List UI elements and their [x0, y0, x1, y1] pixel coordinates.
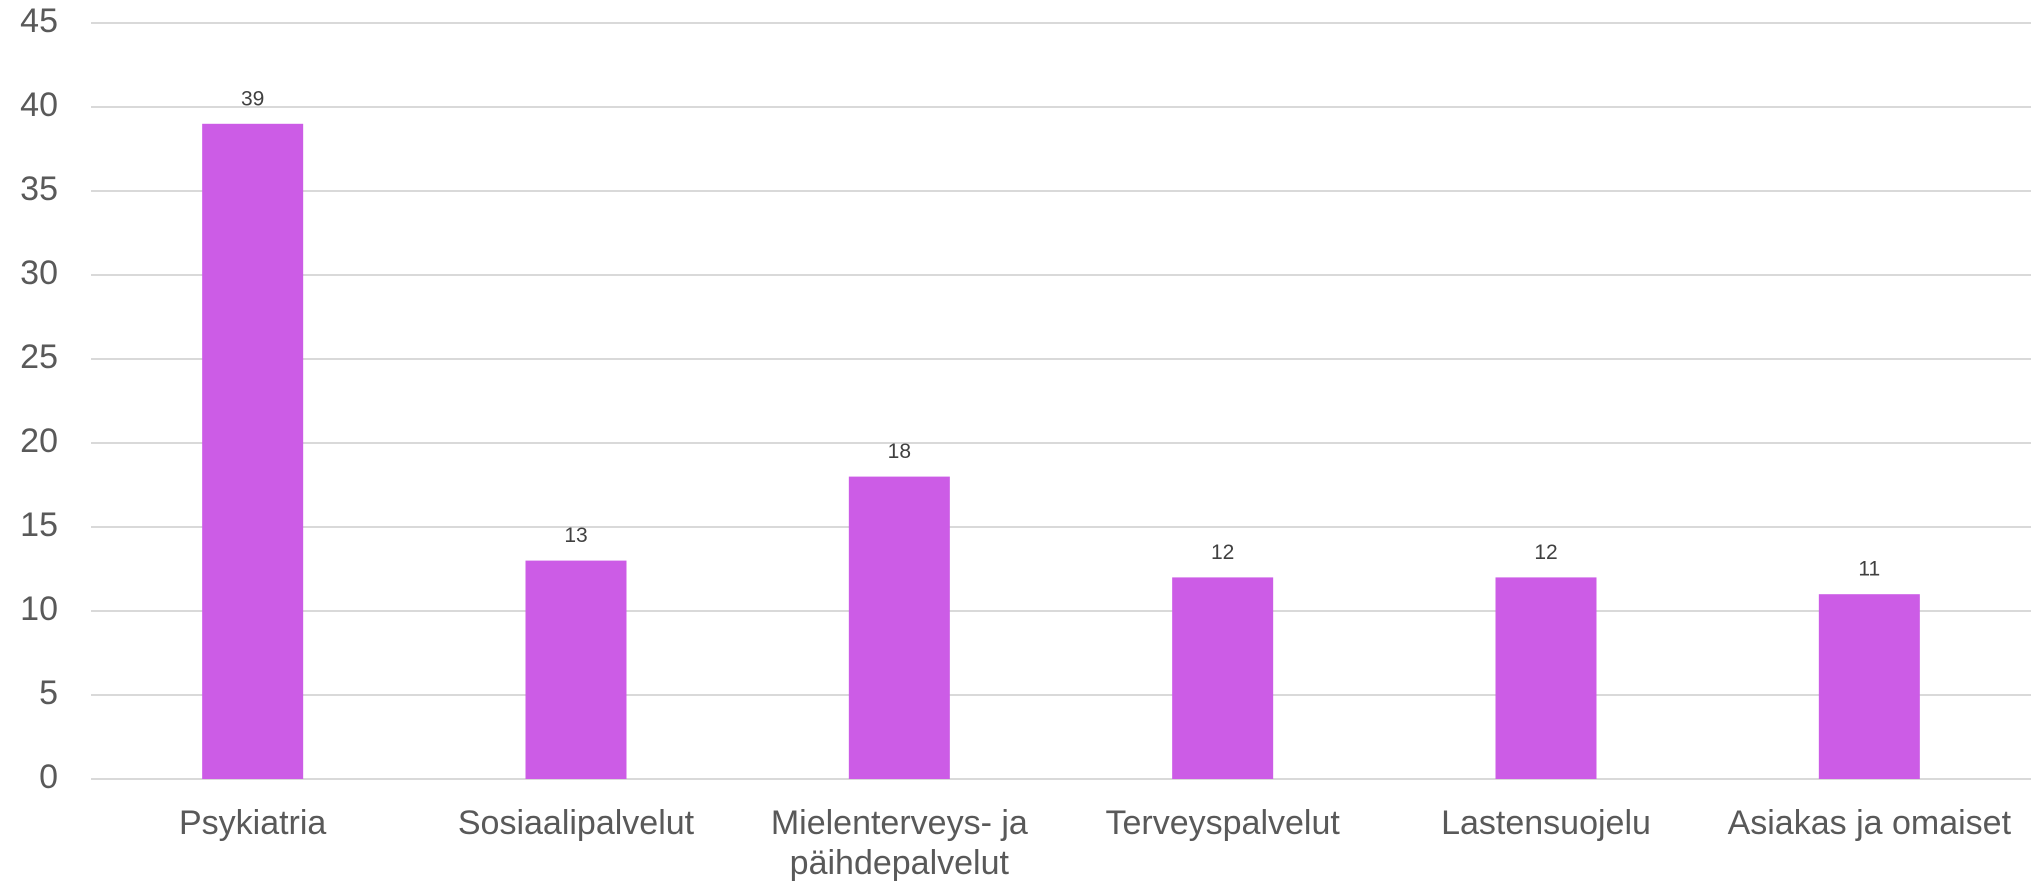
y-tick-label: 45	[20, 2, 58, 40]
x-tick-label: Lastensuojelu	[1441, 804, 1651, 842]
data-label: 11	[1858, 558, 1880, 581]
y-tick-label: 40	[20, 86, 58, 124]
x-tick-label: Terveyspalvelut	[1105, 804, 1340, 842]
y-tick-label: 0	[39, 758, 58, 796]
bar	[202, 123, 304, 780]
x-tick-label: Mielenterveys- ja päihdepalvelut	[770, 804, 1028, 882]
x-tick-label: Psykiatria	[178, 804, 327, 842]
bar	[848, 476, 950, 779]
data-label: 13	[564, 524, 587, 547]
data-label: 18	[888, 440, 911, 463]
bar	[1172, 577, 1274, 779]
y-tick-label: 35	[20, 170, 58, 208]
data-label: 12	[1211, 541, 1234, 564]
y-tick-label: 20	[20, 422, 58, 460]
y-tick-label: 10	[20, 590, 58, 628]
y-tick-label: 30	[20, 254, 58, 292]
x-tick-label: Sosiaalipalvelut	[457, 804, 695, 842]
data-label: 12	[1534, 541, 1557, 564]
x-tick-label: Asiakas ja omaiset	[1727, 804, 2012, 842]
bar	[1818, 594, 1920, 779]
bar	[1495, 577, 1597, 779]
data-label: 39	[241, 87, 264, 110]
y-tick-label: 15	[20, 506, 58, 544]
bar	[525, 560, 627, 779]
y-tick-label: 25	[20, 338, 58, 376]
y-tick-label: 5	[39, 674, 58, 712]
